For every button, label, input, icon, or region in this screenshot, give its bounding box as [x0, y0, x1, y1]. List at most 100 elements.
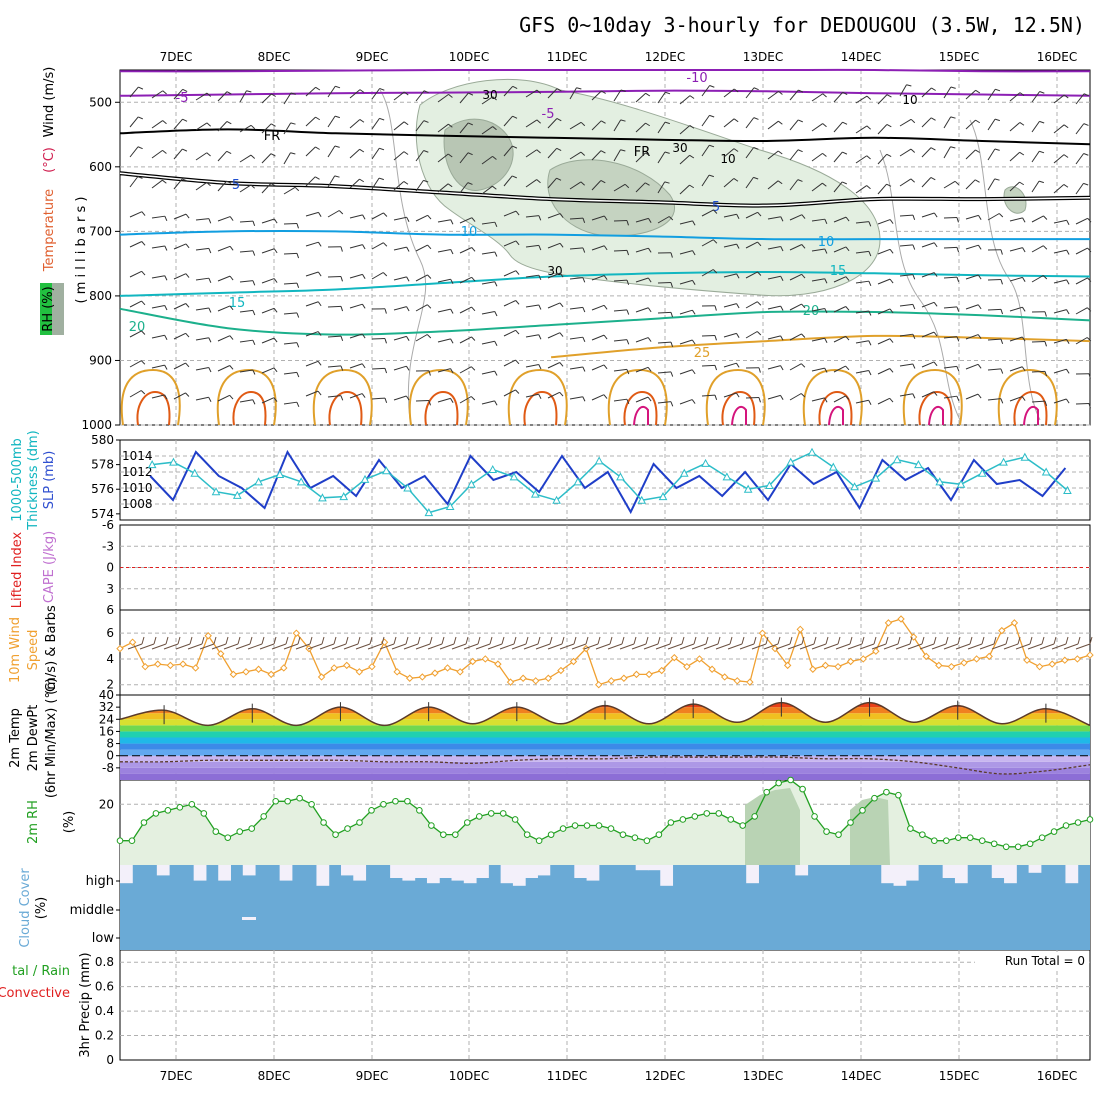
wind-speed-marker-8	[217, 650, 225, 658]
wind-barb-staff	[679, 184, 690, 195]
wind-barb-flag	[886, 124, 892, 128]
wind-barb-flag	[780, 216, 784, 222]
wind-barb-flag	[423, 179, 429, 183]
surface-wind-barb-flag	[381, 636, 385, 645]
wind-barb-flag	[559, 272, 564, 278]
surface-wind-barb-flag	[369, 636, 373, 645]
wind-barb-flag	[315, 116, 321, 121]
thickness-marker-38	[956, 479, 966, 488]
wind-barb-staff	[437, 308, 451, 313]
wind-barb-staff	[525, 334, 539, 338]
surface-wind-barb-flag	[453, 636, 457, 645]
wind-speed-marker-1	[128, 638, 137, 646]
wind-barb-staff	[151, 215, 165, 219]
wind-barb-staff	[129, 146, 139, 158]
wind-barb-flag	[994, 148, 1000, 151]
wind-barb-staff	[371, 147, 380, 160]
wind-barb-flag	[362, 274, 366, 279]
wind-barb-flag	[756, 331, 762, 336]
surface-wind-barb-flag	[729, 636, 733, 645]
wind-barb-flag	[647, 396, 652, 402]
surface-wind-barb	[235, 643, 251, 650]
axis-label-thk2: Thickness (dm)	[26, 430, 41, 530]
wind-barb-flag	[889, 338, 894, 343]
rh2m-marker-68	[931, 837, 938, 845]
wind-speed-marker-51	[758, 629, 767, 637]
wind-barb-staff	[217, 245, 231, 252]
wind-barb-staff	[371, 367, 386, 370]
wind-barb-flag	[845, 216, 850, 222]
wind-barb-flag	[384, 338, 387, 344]
isotherm-minus5	[119, 89, 1091, 97]
surface-wind-barb-flag	[657, 636, 661, 645]
wind-barb-flag	[912, 274, 916, 280]
wind-barb-staff	[371, 177, 380, 190]
rh2m-marker-23	[392, 797, 399, 805]
wind-barb-staff	[173, 332, 186, 340]
wind-barb-flag	[270, 183, 276, 187]
wind-barb-staff	[371, 118, 380, 130]
wind-barb-staff	[283, 122, 292, 135]
pressure-label-0: 500	[89, 95, 112, 109]
wind-barb-flag	[1022, 306, 1026, 312]
rh2m-marker-43	[631, 834, 639, 841]
wind-barb-flag	[359, 89, 365, 93]
wind-barb-staff	[635, 92, 646, 103]
wind-barb-flag	[317, 361, 322, 366]
surface-lobe-inner-2	[328, 390, 363, 426]
thickness-tick-label-1: 576	[91, 482, 114, 496]
wind-speed-marker-26	[443, 664, 452, 672]
wind-barb-flag	[314, 176, 320, 180]
wind-barb-flag	[689, 125, 695, 129]
wind-barb-flag	[538, 215, 542, 221]
wind-barb-staff	[723, 118, 735, 128]
wind-barb-flag	[780, 335, 784, 341]
wind-barb-staff	[503, 240, 517, 247]
wind-barb-staff	[1053, 219, 1067, 224]
rh2m-line	[120, 779, 1091, 848]
cloud-high-gap-29	[476, 865, 489, 878]
wind-barb-staff	[129, 241, 142, 248]
wind-barb-staff	[723, 362, 737, 368]
wind-barb-staff	[437, 368, 451, 373]
thickness-marker-2	[190, 468, 200, 477]
top-date-label-3: 10DEC	[449, 50, 489, 64]
axis-label-thk: 1000-500mb	[10, 438, 25, 522]
temp-band-1	[120, 767, 1090, 774]
wind-barb-staff	[261, 367, 275, 374]
wind-barb-staff	[569, 247, 583, 250]
surface-wind-barb-flag	[1077, 636, 1081, 645]
wind-barb-staff	[855, 185, 867, 194]
wind-barb-staff	[1053, 309, 1067, 314]
precip-tick-label-4: 0.8	[95, 955, 114, 969]
wind-barb-flag	[290, 122, 296, 125]
surface-wind-barb-flag	[249, 636, 253, 645]
wind-barb-staff	[811, 337, 825, 342]
wind-barb-flag	[512, 115, 518, 119]
wind-barb-flag	[141, 360, 146, 365]
wind-barb-flag	[845, 306, 850, 311]
wind-barb-staff	[173, 362, 186, 370]
chart-title: GFS 0~10day 3-hourly for DEDOUGOU (3.5W,…	[519, 13, 1085, 37]
wind-barb-flag	[206, 122, 211, 127]
surface-wind-barb-flag	[285, 636, 289, 645]
wind-barb-staff	[635, 307, 649, 313]
wind-barb-staff	[701, 394, 716, 397]
wind-barb-staff	[547, 242, 561, 249]
wind-barb-staff	[349, 393, 363, 399]
wind-barb-flag	[162, 90, 167, 95]
surface-wind-barb-flag	[417, 636, 421, 645]
surface-wind-barb-flag	[321, 636, 325, 645]
wind-barb-staff	[1031, 245, 1044, 253]
isotherm-label-1: -5	[176, 91, 189, 106]
wind-barb-flag	[950, 116, 956, 119]
wind-barb-staff	[305, 331, 319, 337]
wind-barb-staff	[437, 183, 449, 193]
wind-barb-staff	[701, 115, 710, 127]
precip-tick-label-2: 0.4	[95, 1004, 114, 1018]
surface-wind-barb	[127, 643, 143, 650]
temp-band-0	[120, 773, 1090, 780]
surface-wind-barb	[631, 643, 647, 650]
wind-barb-staff	[1009, 151, 1020, 162]
wind-barb-staff	[503, 359, 516, 367]
